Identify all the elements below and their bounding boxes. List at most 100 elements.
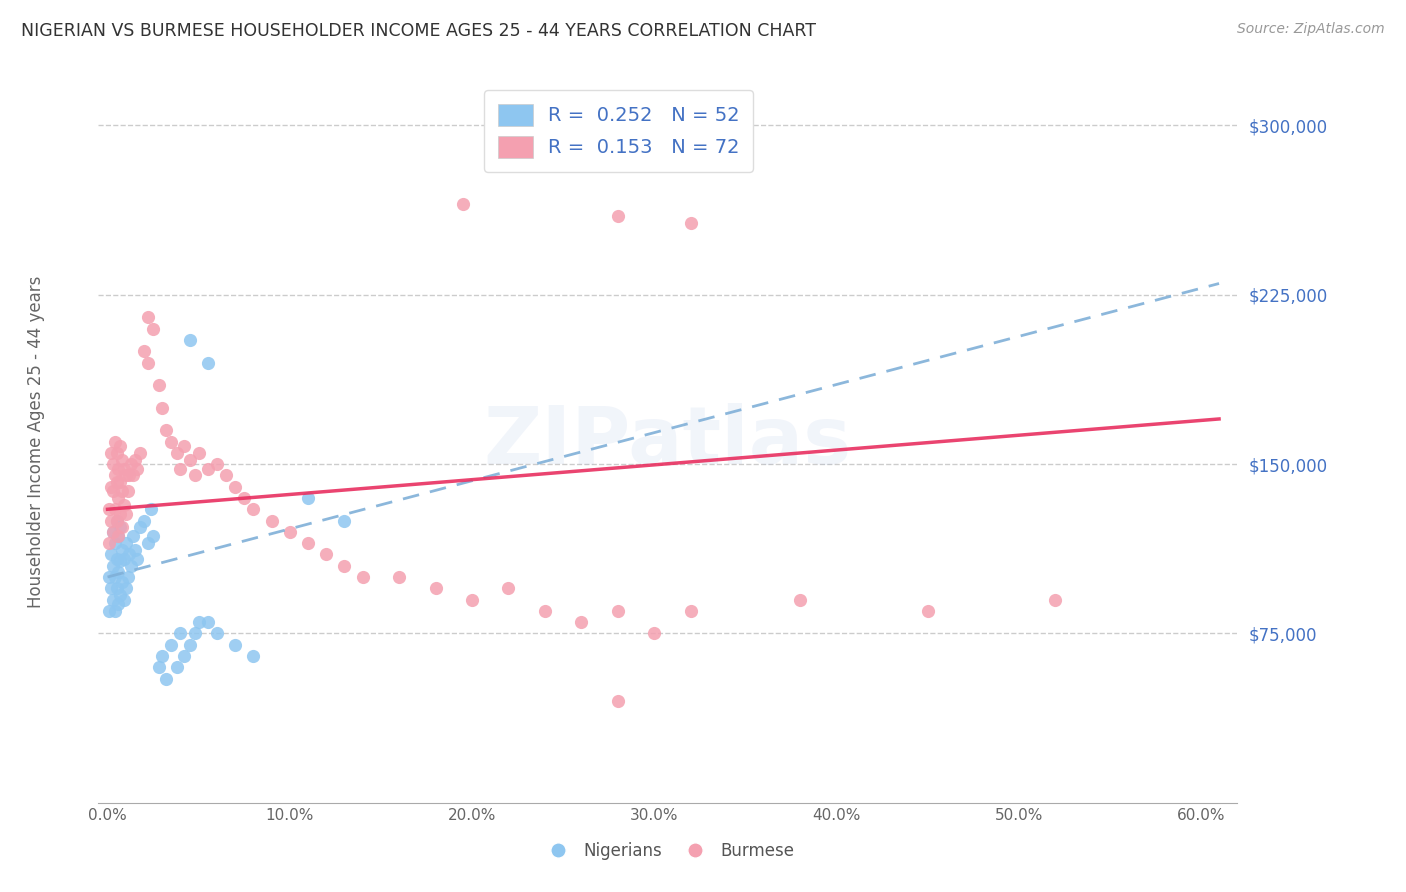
Point bbox=[100, 480, 122, 494]
Point bbox=[112, 592, 135, 607]
Point bbox=[155, 672, 177, 686]
Point bbox=[136, 355, 159, 369]
Point bbox=[101, 524, 124, 539]
Point bbox=[114, 536, 136, 550]
Point bbox=[117, 484, 139, 499]
Point bbox=[111, 452, 134, 467]
Point bbox=[173, 648, 195, 663]
Point bbox=[451, 197, 474, 211]
Point bbox=[129, 520, 152, 534]
Text: NIGERIAN VS BURMESE HOUSEHOLDER INCOME AGES 25 - 44 YEARS CORRELATION CHART: NIGERIAN VS BURMESE HOUSEHOLDER INCOME A… bbox=[21, 22, 815, 40]
Point bbox=[98, 570, 121, 584]
Point bbox=[124, 452, 146, 467]
Point bbox=[120, 457, 142, 471]
Point bbox=[105, 514, 128, 528]
Point bbox=[112, 552, 135, 566]
Point bbox=[111, 520, 134, 534]
Point bbox=[569, 615, 592, 630]
Point bbox=[104, 536, 127, 550]
Point bbox=[606, 694, 628, 708]
Point bbox=[100, 582, 122, 596]
Point bbox=[114, 507, 136, 521]
Point bbox=[141, 502, 163, 516]
Point bbox=[107, 461, 129, 475]
Point bbox=[148, 378, 170, 392]
Point bbox=[173, 439, 195, 453]
Point bbox=[100, 548, 122, 562]
Point bbox=[107, 529, 129, 543]
Point bbox=[643, 626, 665, 640]
Point bbox=[117, 570, 139, 584]
Point bbox=[179, 452, 201, 467]
Point bbox=[112, 461, 135, 475]
Point bbox=[132, 514, 155, 528]
Point bbox=[110, 588, 132, 602]
Point bbox=[112, 498, 135, 512]
Point bbox=[224, 480, 246, 494]
Point bbox=[136, 310, 159, 325]
Point bbox=[107, 491, 129, 505]
Point bbox=[114, 468, 136, 483]
Point bbox=[333, 558, 356, 573]
Point bbox=[333, 514, 356, 528]
Point bbox=[205, 626, 228, 640]
Point bbox=[184, 468, 207, 483]
Point bbox=[315, 548, 337, 562]
Point bbox=[104, 468, 127, 483]
Text: Householder Income Ages 25 - 44 years: Householder Income Ages 25 - 44 years bbox=[27, 276, 45, 607]
Point bbox=[98, 604, 121, 618]
Point bbox=[205, 457, 228, 471]
Point bbox=[104, 570, 127, 584]
Point bbox=[132, 344, 155, 359]
Point bbox=[105, 514, 128, 528]
Point bbox=[105, 446, 128, 460]
Point bbox=[187, 446, 209, 460]
Point bbox=[101, 558, 124, 573]
Point bbox=[101, 484, 124, 499]
Point bbox=[142, 321, 165, 335]
Point bbox=[107, 597, 129, 611]
Point bbox=[118, 548, 141, 562]
Point bbox=[125, 552, 148, 566]
Point bbox=[534, 604, 557, 618]
Point bbox=[105, 475, 128, 490]
Point bbox=[150, 648, 173, 663]
Point bbox=[104, 502, 127, 516]
Point bbox=[197, 355, 219, 369]
Point bbox=[297, 536, 319, 550]
Point bbox=[150, 401, 173, 415]
Point bbox=[197, 461, 219, 475]
Point bbox=[679, 215, 702, 229]
Point bbox=[98, 536, 121, 550]
Point bbox=[169, 461, 191, 475]
Point bbox=[215, 468, 238, 483]
Point bbox=[105, 552, 128, 566]
Point bbox=[606, 604, 628, 618]
Point bbox=[101, 524, 124, 539]
Point bbox=[122, 468, 145, 483]
Point bbox=[122, 529, 145, 543]
Point bbox=[789, 592, 811, 607]
Point bbox=[110, 475, 132, 490]
Point bbox=[111, 542, 134, 557]
Point bbox=[114, 582, 136, 596]
Point bbox=[160, 638, 183, 652]
Point bbox=[148, 660, 170, 674]
Legend: Nigerians, Burmese: Nigerians, Burmese bbox=[534, 836, 801, 867]
Point bbox=[242, 648, 264, 663]
Point bbox=[184, 626, 207, 640]
Point bbox=[679, 604, 702, 618]
Point bbox=[125, 461, 148, 475]
Point bbox=[169, 626, 191, 640]
Point bbox=[104, 434, 127, 449]
Point bbox=[110, 507, 132, 521]
Point bbox=[297, 491, 319, 505]
Point bbox=[242, 502, 264, 516]
Point bbox=[166, 660, 188, 674]
Point bbox=[142, 529, 165, 543]
Point bbox=[101, 592, 124, 607]
Point bbox=[187, 615, 209, 630]
Point bbox=[224, 638, 246, 652]
Point bbox=[160, 434, 183, 449]
Point bbox=[110, 520, 132, 534]
